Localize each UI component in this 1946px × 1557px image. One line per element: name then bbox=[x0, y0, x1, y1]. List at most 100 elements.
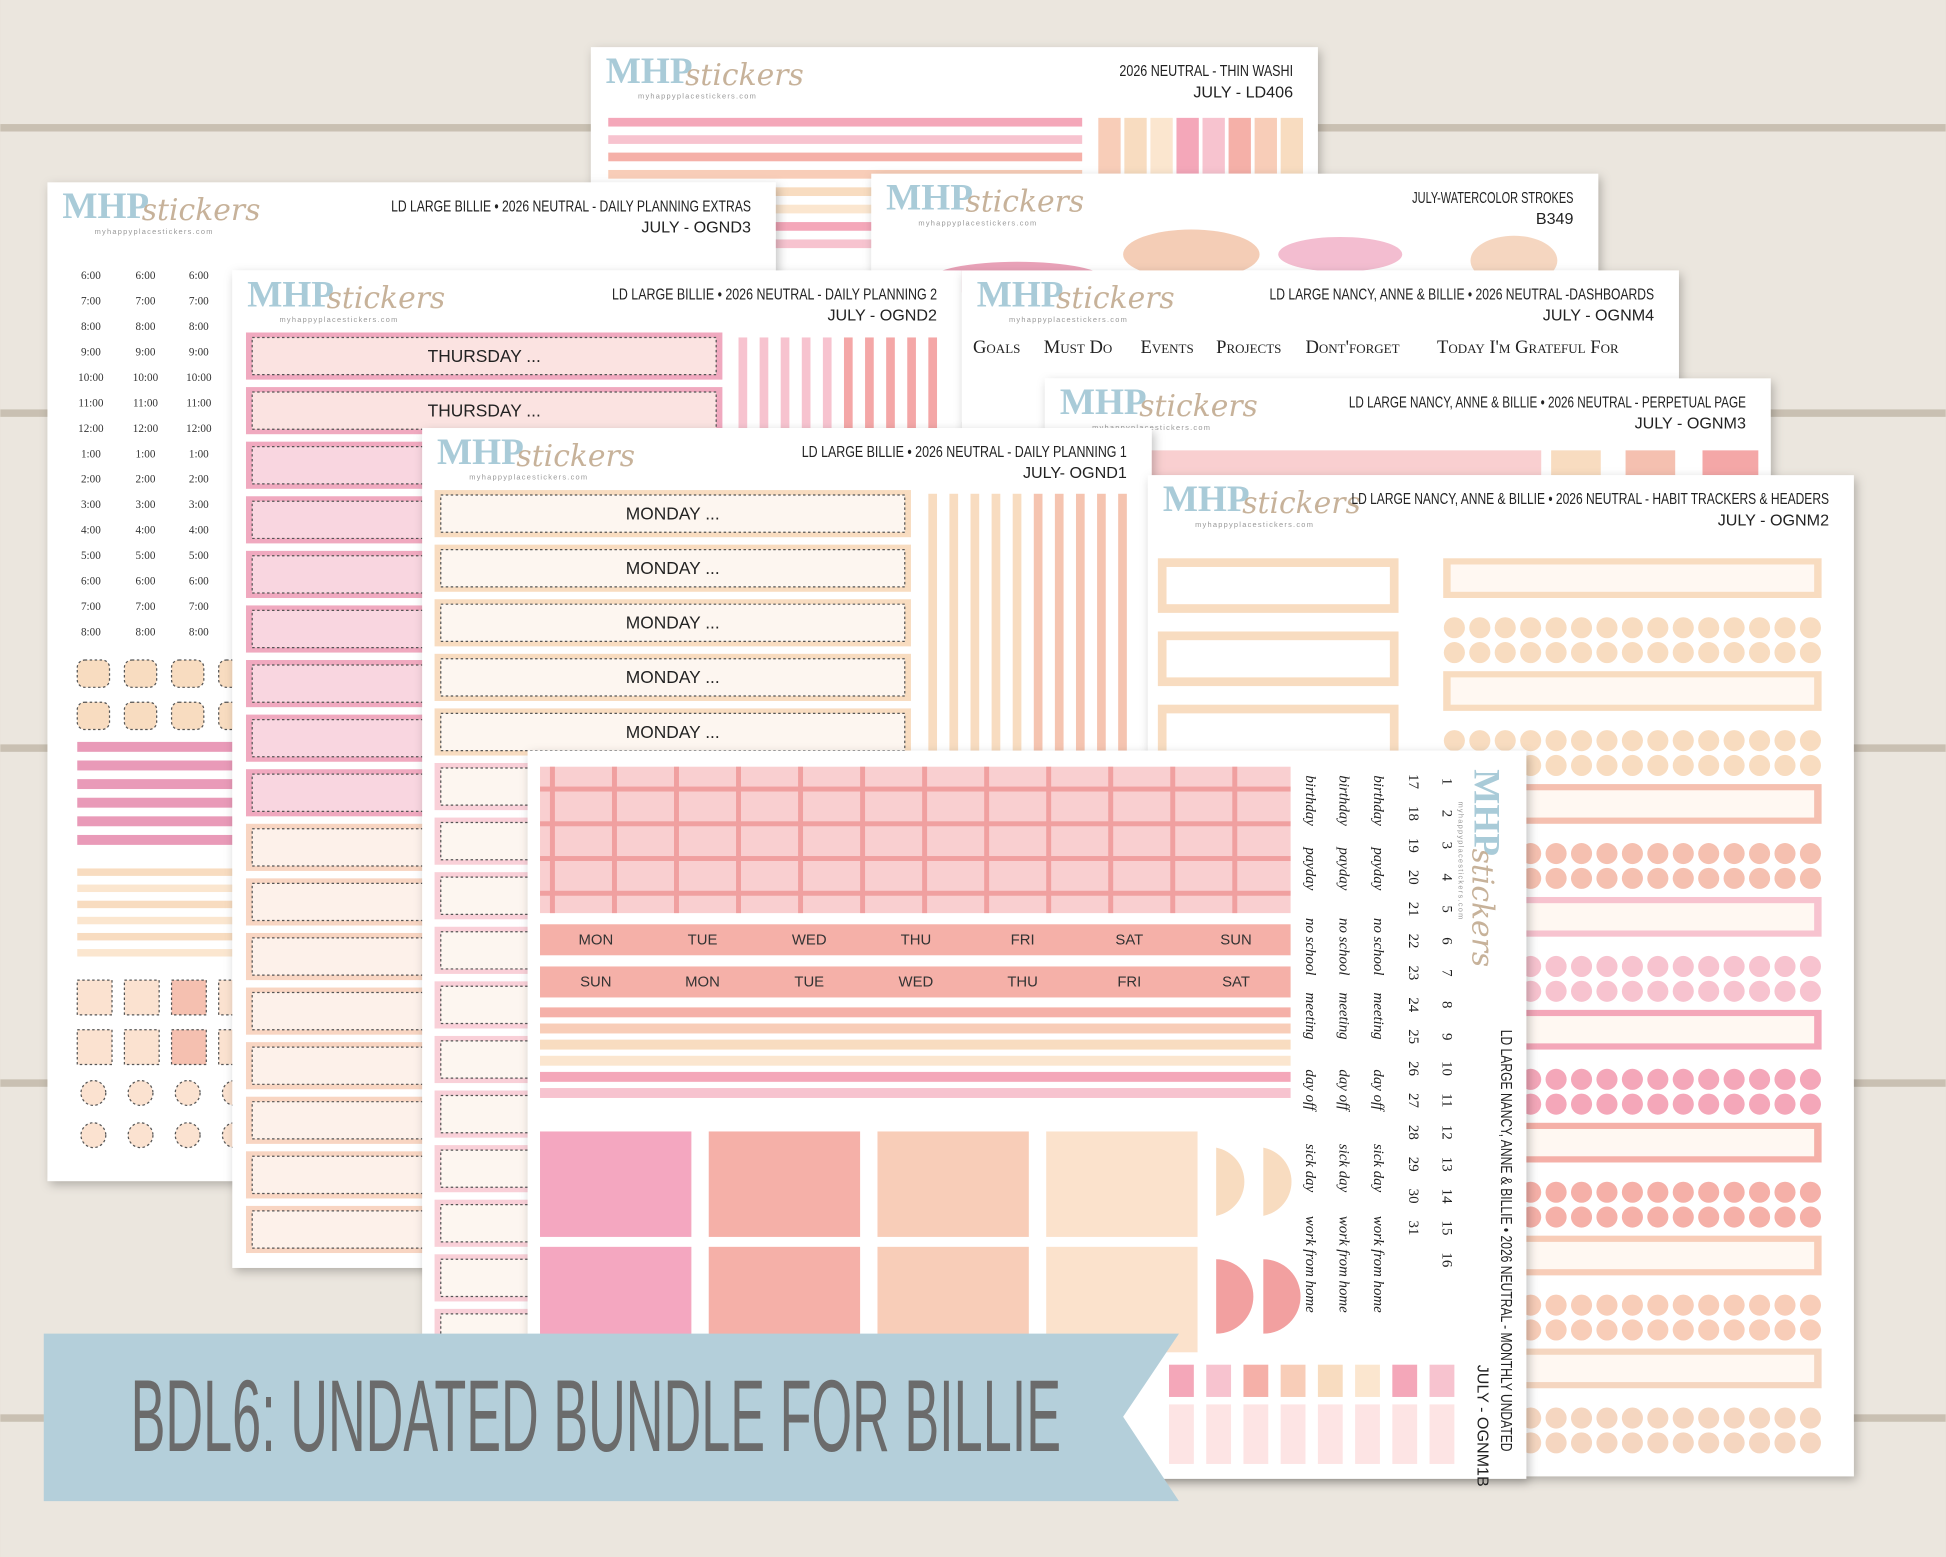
weekday: MON bbox=[685, 975, 720, 991]
planner-word: work from home bbox=[1302, 1216, 1318, 1313]
date-number: 21 bbox=[1405, 902, 1421, 917]
date-number: 2 bbox=[1438, 810, 1454, 817]
sticker bbox=[170, 659, 205, 688]
day-label: MONDAY ... bbox=[626, 558, 720, 578]
sticker bbox=[1621, 1407, 1643, 1429]
sticker bbox=[540, 1039, 1291, 1050]
sticker bbox=[1749, 1093, 1771, 1115]
sticker bbox=[540, 1131, 692, 1237]
sticker bbox=[1596, 1181, 1618, 1203]
sticker bbox=[1228, 117, 1251, 174]
sticker bbox=[440, 603, 906, 643]
sticker bbox=[1206, 1404, 1232, 1464]
time-label: 6:00 bbox=[136, 575, 156, 587]
sticker bbox=[1494, 617, 1516, 639]
sticker bbox=[1621, 1319, 1643, 1341]
sticker bbox=[1545, 843, 1567, 865]
sticker bbox=[608, 222, 1083, 231]
sheet-code: JULY - OGND3 bbox=[641, 219, 751, 237]
planner-word: meeting bbox=[1335, 993, 1351, 1040]
sticker bbox=[1698, 955, 1720, 978]
sticker bbox=[1723, 1206, 1745, 1228]
date-number: 26 bbox=[1405, 1061, 1421, 1076]
weekday: SUN bbox=[1220, 932, 1251, 948]
logo-brand: MHP bbox=[1163, 479, 1250, 520]
sticker bbox=[1723, 1407, 1745, 1429]
planner-word: day off bbox=[1335, 1069, 1351, 1112]
sticker bbox=[1799, 754, 1821, 777]
sheet-title: JULY-WATERCOLOR STROKES bbox=[1412, 189, 1573, 207]
sticker bbox=[1774, 1093, 1796, 1115]
sticker bbox=[1570, 1407, 1593, 1429]
sticker bbox=[1545, 617, 1567, 639]
sticker bbox=[1799, 980, 1821, 1002]
time-label: 3:00 bbox=[189, 499, 209, 511]
weekday: SUN bbox=[580, 975, 611, 991]
sticker bbox=[1280, 117, 1304, 174]
sheet-title: LD LARGE NANCY, ANNE & BILLIE • 2026 NEU… bbox=[1351, 490, 1829, 508]
sticker bbox=[1596, 843, 1618, 865]
time-label: 7:00 bbox=[81, 601, 101, 613]
time-label: 6:00 bbox=[189, 575, 209, 587]
dashboard-word: Projects bbox=[1216, 337, 1281, 358]
sticker bbox=[1570, 1294, 1593, 1316]
sticker bbox=[549, 766, 555, 914]
weekday: SAT bbox=[1222, 975, 1250, 991]
sticker bbox=[1169, 1364, 1194, 1397]
sticker bbox=[1723, 730, 1745, 752]
sticker bbox=[1118, 493, 1127, 755]
time-label: 9:00 bbox=[81, 347, 101, 359]
sticker bbox=[1278, 236, 1403, 272]
sticker bbox=[1355, 1364, 1380, 1397]
planner-word: day off bbox=[1302, 1069, 1318, 1112]
sticker bbox=[123, 1029, 160, 1066]
sticker bbox=[1672, 1181, 1694, 1203]
date-number: 30 bbox=[1405, 1189, 1421, 1204]
sticker bbox=[1799, 955, 1821, 978]
logo-brand: MHP bbox=[886, 178, 973, 219]
sticker bbox=[251, 336, 717, 376]
planner-word: meeting bbox=[1302, 993, 1318, 1040]
sticker bbox=[1647, 1407, 1669, 1429]
weekday: WED bbox=[792, 932, 827, 948]
sticker bbox=[1280, 1404, 1306, 1464]
date-number: 7 bbox=[1438, 969, 1454, 977]
date-number: 10 bbox=[1438, 1061, 1454, 1076]
sticker bbox=[877, 1131, 1029, 1237]
dashboard-word: Goals bbox=[973, 337, 1020, 358]
time-label: 10:00 bbox=[78, 372, 104, 384]
sticker bbox=[77, 779, 233, 790]
sheet-title: LD LARGE BILLIE • 2026 NEUTRAL - DAILY P… bbox=[391, 197, 751, 215]
sticker bbox=[1749, 1068, 1771, 1090]
time-label: 2:00 bbox=[136, 474, 156, 486]
logo-brand: MHP bbox=[437, 432, 524, 473]
weekday: THU bbox=[1007, 975, 1038, 991]
sticker bbox=[1799, 1068, 1821, 1090]
sticker bbox=[1672, 1068, 1694, 1090]
sticker bbox=[1774, 730, 1796, 752]
time-label: 5:00 bbox=[81, 550, 101, 562]
sticker bbox=[1621, 1181, 1643, 1203]
sticker bbox=[1166, 713, 1390, 751]
date-number: 17 bbox=[1405, 774, 1421, 789]
sticker bbox=[1698, 843, 1720, 865]
time-label: 5:00 bbox=[189, 550, 209, 562]
sticker bbox=[1392, 1404, 1418, 1464]
sticker bbox=[1170, 766, 1176, 914]
sticker bbox=[1520, 617, 1542, 639]
weekday: TUE bbox=[688, 932, 718, 948]
sticker bbox=[1647, 1206, 1669, 1228]
sticker bbox=[1429, 1364, 1455, 1397]
sticker bbox=[1647, 1181, 1669, 1203]
date-number: 8 bbox=[1438, 1001, 1454, 1008]
sticker bbox=[1698, 1407, 1720, 1429]
sticker bbox=[1672, 754, 1694, 777]
logo-script: stickers bbox=[1056, 281, 1175, 316]
sticker bbox=[1469, 617, 1491, 639]
sticker bbox=[1799, 1432, 1821, 1454]
sticker bbox=[1443, 617, 1465, 639]
sticker bbox=[1621, 867, 1643, 889]
sticker bbox=[1774, 1068, 1796, 1090]
sticker bbox=[440, 548, 906, 588]
